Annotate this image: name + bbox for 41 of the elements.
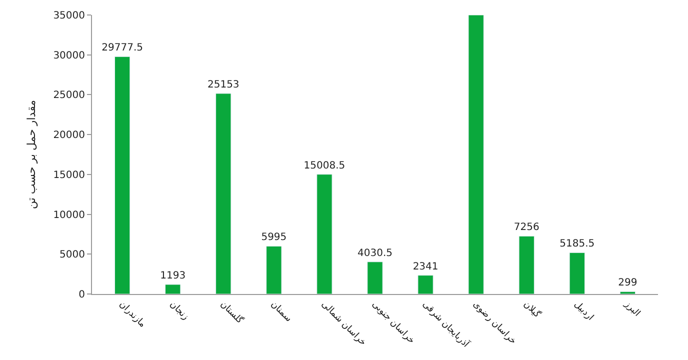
x-tick-label: البرز [622,298,642,319]
bar [367,262,383,294]
bar [418,275,434,294]
bar [316,174,332,294]
bar [216,93,232,294]
data-label: 5995 [261,232,287,244]
y-tick-label: 10000 [53,210,85,221]
y-tick-label: 20000 [53,130,85,142]
bar [165,284,181,294]
bar [266,246,282,294]
data-label: 5185.5 [560,238,595,250]
x-tick-label: مازندران [117,300,148,330]
bar [468,15,484,294]
x-tick-label: گیلان [521,298,544,321]
x-tick-label: گلستان [218,298,246,326]
data-label: 2341 [412,261,438,272]
x-tick-label: آذربایجان شرقی [420,298,472,350]
data-label: 25153 [207,79,240,90]
bar [518,236,534,294]
data-label: 7256 [514,222,540,234]
bar [114,56,130,294]
y-axis-title: مقدار حمل بر حسب تن [24,100,38,210]
data-label: 1193 [160,270,186,282]
x-tick-label: زنجان [168,300,190,322]
y-tick-label: 25000 [53,90,85,102]
y-tick-label: 15000 [53,170,85,181]
data-label: 299 [618,278,638,289]
y-tick-label: 30000 [53,50,85,62]
x-tick-label: خراسان جنوبی [370,300,416,346]
y-tick-label: 35000 [53,10,85,22]
data-label: 29777.5 [102,42,143,54]
y-tick-label: 5000 [60,250,85,261]
x-tick-label: سمنان [268,300,294,324]
data-label: 4030.5 [358,248,392,259]
bar [569,252,585,294]
y-tick-label: 0 [78,290,85,300]
x-tick-label: خراسان شمالی [319,300,368,348]
bar [620,291,636,294]
x-tick-label: خراسان رضوی [470,300,518,347]
x-tick-label: اردبیل [572,300,596,323]
data-label: 15008.5 [304,160,346,172]
